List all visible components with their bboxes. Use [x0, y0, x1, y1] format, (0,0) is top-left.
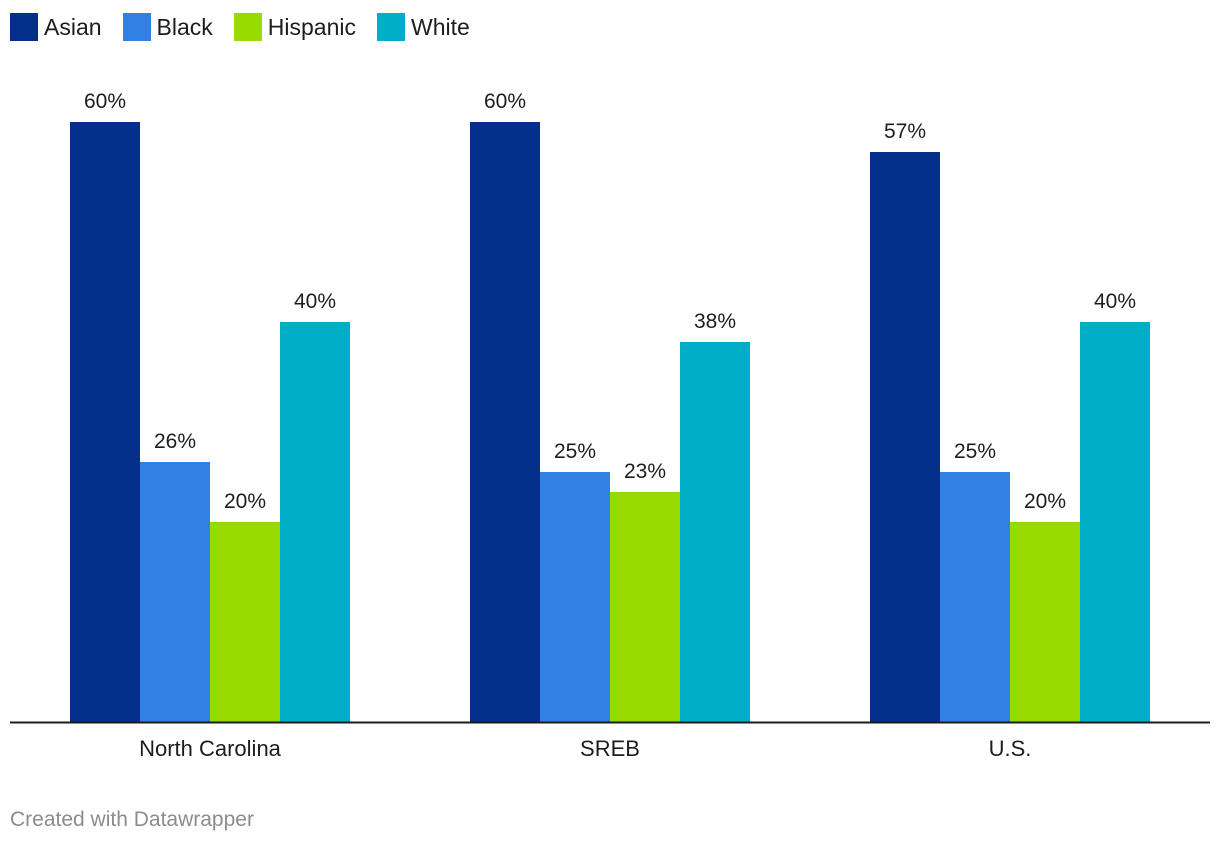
bar-north-carolina-hispanic	[210, 522, 280, 722]
data-label-u-s-white: 40%	[1094, 290, 1136, 313]
bar-sreb-asian	[470, 122, 540, 722]
data-label-sreb-hispanic: 23%	[624, 460, 666, 483]
data-label-u-s-hispanic: 20%	[1024, 490, 1066, 513]
data-label-sreb-black: 25%	[554, 440, 596, 463]
data-label-u-s-black: 25%	[954, 440, 996, 463]
legend-label-black: Black	[156, 13, 213, 40]
legend-swatch-white	[377, 13, 406, 41]
data-label-u-s-asian: 57%	[884, 120, 926, 143]
data-label-sreb-asian: 60%	[484, 90, 526, 113]
x-tick-label-north-carolina: North Carolina	[139, 736, 282, 761]
legend-item-hispanic: Hispanic	[233, 13, 357, 41]
x-tick-label-sreb: SREB	[580, 736, 640, 761]
bar-u-s-black	[940, 472, 1010, 722]
legend-item-black: Black	[122, 13, 213, 41]
legend-label-asian: Asian	[44, 13, 102, 40]
data-label-north-carolina-hispanic: 20%	[224, 490, 266, 513]
bar-sreb-hispanic	[610, 492, 680, 722]
legend-swatch-asian	[10, 13, 38, 41]
legend-item-asian: Asian	[10, 13, 102, 41]
data-label-sreb-white: 38%	[694, 310, 736, 333]
legend-swatch-black	[122, 13, 151, 41]
legend-swatch-hispanic	[233, 13, 262, 41]
legend-label-hispanic: Hispanic	[267, 13, 357, 40]
bar-north-carolina-black	[140, 462, 210, 722]
bar-u-s-white	[1080, 322, 1150, 722]
bar-sreb-black	[540, 472, 610, 722]
bar-u-s-hispanic	[1010, 522, 1080, 722]
legend-item-white: White	[377, 13, 470, 41]
data-label-north-carolina-black: 26%	[154, 430, 196, 453]
bar-north-carolina-asian	[70, 122, 140, 722]
bar-u-s-asian	[870, 152, 940, 722]
footer-credit: Created with Datawrapper	[10, 808, 254, 831]
legend: Asian Black Hispanic White	[10, 13, 491, 41]
x-tick-label-u-s: U.S.	[989, 736, 1032, 761]
data-label-north-carolina-white: 40%	[294, 290, 336, 313]
bar-north-carolina-white	[280, 322, 350, 722]
legend-label-white: White	[411, 13, 470, 40]
data-label-north-carolina-asian: 60%	[84, 90, 126, 113]
bar-sreb-white	[680, 342, 750, 722]
